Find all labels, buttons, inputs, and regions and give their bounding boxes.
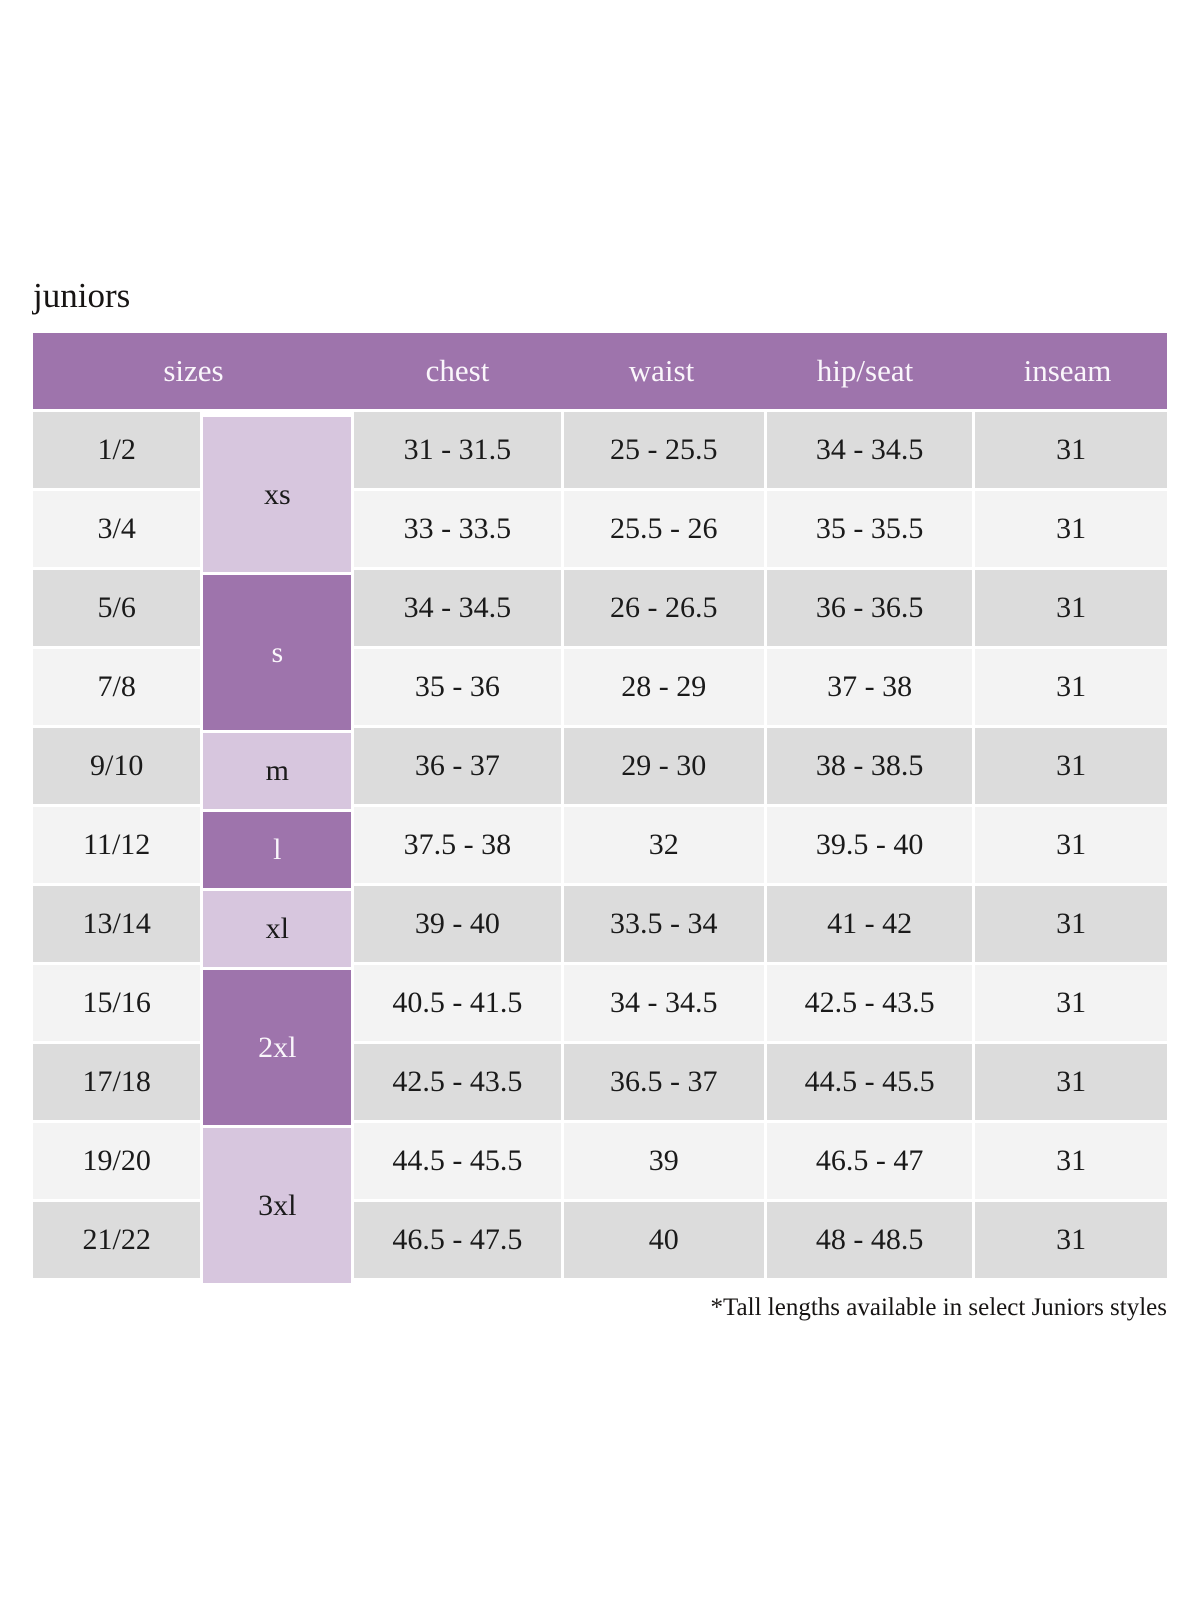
waist-cell: 33.5 - 34 [563,886,764,962]
size-label-cell: 1/2 [33,412,201,488]
chest-cell: 31 - 31.5 [354,412,561,488]
hip-seat-cell: 35 - 35.5 [766,491,973,567]
hip-seat-cell: 48 - 48.5 [766,1202,973,1278]
chest-cell: 35 - 36 [354,649,561,725]
inseam-cell: 31 [975,886,1167,962]
size-label-cell: 15/16 [33,965,201,1041]
size-chart-page: juniors sizes chest waist hip/seat insea… [33,276,1167,1321]
page-title: juniors [33,276,131,315]
header-cell-waist: waist [628,353,695,388]
waist-cell: 34 - 34.5 [563,965,764,1041]
inseam-cell: 31 [975,649,1167,725]
chest-cell: 46.5 - 47.5 [354,1202,561,1278]
chest-cell: 37.5 - 38 [354,807,561,883]
header-cell-hip-seat: hip/seat [816,353,914,388]
chest-cell: 33 - 33.5 [354,491,561,567]
inseam-cell: 31 [975,570,1167,646]
inseam-cell: 31 [975,1123,1167,1199]
inseam-cell: 31 [975,807,1167,883]
chest-cell: 36 - 37 [354,728,561,804]
inseam-cell: 31 [975,965,1167,1041]
size-label-cell: 17/18 [33,1044,201,1120]
size-group-cell-xl: xl [203,891,352,967]
waist-cell: 36.5 - 37 [563,1044,764,1120]
hip-seat-cell: 41 - 42 [766,886,973,962]
header-cell-inseam: inseam [1023,353,1112,388]
inseam-cell: 31 [975,1202,1167,1278]
size-label-cell: 21/22 [33,1202,201,1278]
hip-seat-cell: 39.5 - 40 [766,807,973,883]
size-label-cell: 7/8 [33,649,201,725]
size-group-cell-xs: xs [203,417,352,572]
hip-seat-cell: 36 - 36.5 [766,570,973,646]
size-group-cell-m: m [203,733,352,809]
hip-seat-cell: 46.5 - 47 [766,1123,973,1199]
inseam-cell: 31 [975,1044,1167,1120]
waist-cell: 25.5 - 26 [563,491,764,567]
inseam-cell: 31 [975,491,1167,567]
header-cell-sizes: sizes [163,353,224,388]
size-group-cell-s: s [203,575,352,730]
size-label-cell: 5/6 [33,570,201,646]
waist-cell: 32 [563,807,764,883]
waist-cell: 25 - 25.5 [563,412,764,488]
header-cell-chest: chest [425,353,490,388]
size-label-cell: 9/10 [33,728,201,804]
size-group-cell-3xl: 3xl [203,1128,352,1283]
chest-cell: 44.5 - 45.5 [354,1123,561,1199]
chest-cell: 34 - 34.5 [354,570,561,646]
hip-seat-cell: 38 - 38.5 [766,728,973,804]
hip-seat-cell: 37 - 38 [766,649,973,725]
waist-cell: 28 - 29 [563,649,764,725]
inseam-cell: 31 [975,412,1167,488]
inseam-cell: 31 [975,728,1167,804]
waist-cell: 26 - 26.5 [563,570,764,646]
size-label-cell: 3/4 [33,491,201,567]
hip-seat-cell: 42.5 - 43.5 [766,965,973,1041]
size-label-cell: 11/12 [33,807,201,883]
chest-cell: 39 - 40 [354,886,561,962]
waist-cell: 40 [563,1202,764,1278]
table-header-row: sizes chest waist hip/seat inseam [33,333,1167,409]
size-group-cell-2xl: 2xl [203,970,352,1125]
waist-cell: 39 [563,1123,764,1199]
chest-cell: 42.5 - 43.5 [354,1044,561,1120]
size-chart-table: sizes chest waist hip/seat inseam 1/2 31 … [33,333,1167,1283]
size-group-cell-l: l [203,812,352,888]
size-label-cell: 13/14 [33,886,201,962]
hip-seat-cell: 34 - 34.5 [766,412,973,488]
footnote-tall-lengths: *Tall lengths available in select Junior… [710,1294,1167,1321]
size-label-cell: 19/20 [33,1123,201,1199]
chest-cell: 40.5 - 41.5 [354,965,561,1041]
hip-seat-cell: 44.5 - 45.5 [766,1044,973,1120]
waist-cell: 29 - 30 [563,728,764,804]
